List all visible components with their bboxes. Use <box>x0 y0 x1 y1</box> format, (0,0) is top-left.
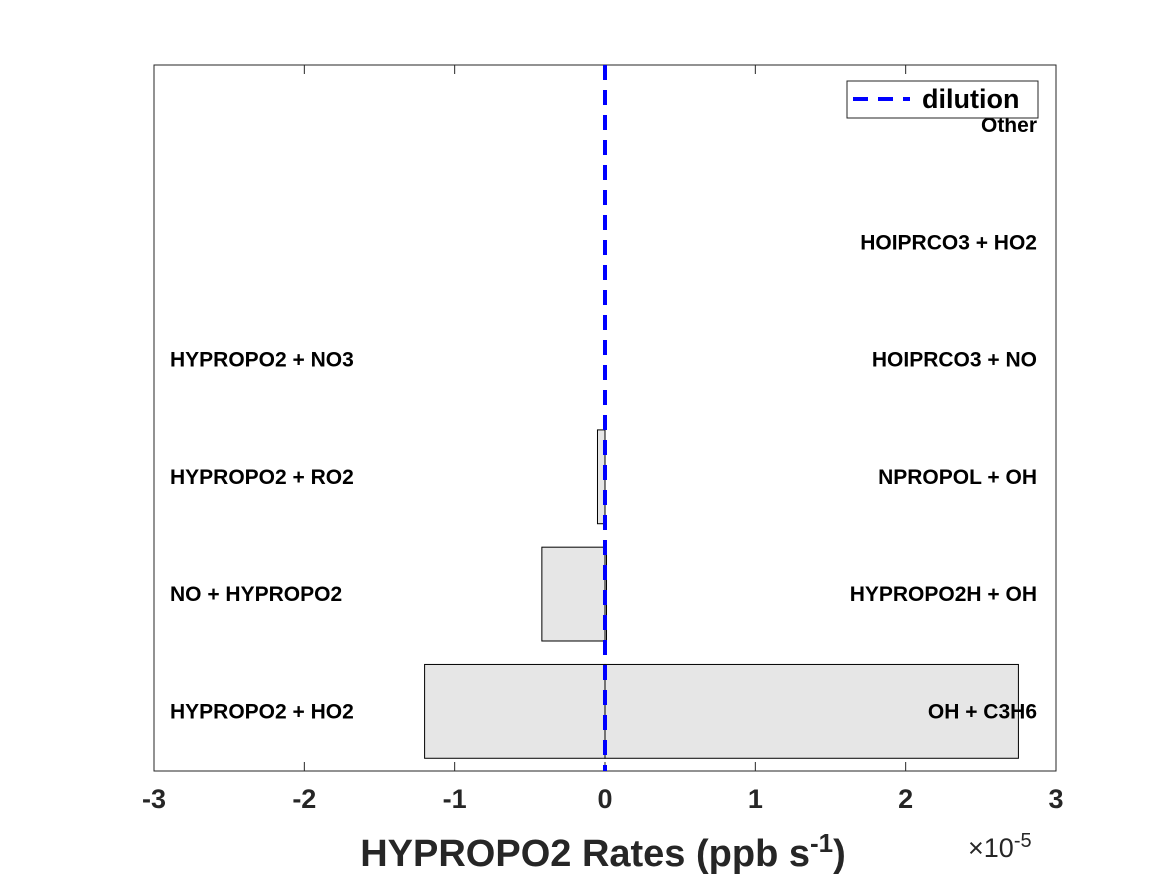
bar-label-positive: NPROPOL + OH <box>878 466 1037 489</box>
bars-group <box>424 429 1019 759</box>
bar-label-positive: Other <box>981 114 1037 137</box>
x-tick-label: 0 <box>597 784 612 814</box>
x-axis-title-close: ) <box>833 833 846 875</box>
x-ticks-group: -3 -2 -1 0 1 2 3 <box>142 65 1064 814</box>
x-axis-scale-label: ×10-5 <box>968 830 1032 863</box>
bar-negative <box>541 546 606 642</box>
x-axis-title: HYPROPO2 Rates (ppb s-1) <box>360 828 846 875</box>
legend: dilution <box>846 80 1039 119</box>
bar-label-positive: HYPROPO2H + OH <box>850 583 1037 606</box>
x-axis-scale-exponent: -5 <box>1014 830 1032 852</box>
x-tick-label: -1 <box>443 784 467 814</box>
x-axis-title-exponent: -1 <box>810 828 833 858</box>
bar-label-negative: NO + HYPROPO2 <box>170 583 342 606</box>
bar-label-positive: OH + C3H6 <box>928 700 1037 723</box>
x-tick-label: -3 <box>142 784 166 814</box>
bar-label-negative: HYPROPO2 + RO2 <box>170 466 354 489</box>
x-axis-scale-prefix: ×10 <box>968 833 1014 863</box>
bar-label-positive: HOIPRCO3 + NO <box>872 349 1037 372</box>
bar-labels-group: HYPROPO2 + HO2 OH + C3H6 NO + HYPROPO2 HYPR… <box>170 114 1037 723</box>
legend-entry-dilution: dilution <box>922 84 1019 114</box>
x-axis-title-main: HYPROPO2 Rates (ppb s <box>360 833 810 875</box>
x-tick-label: 1 <box>748 784 763 814</box>
bar-label-negative: HYPROPO2 + HO2 <box>170 700 354 723</box>
bar-label-negative: HYPROPO2 + NO3 <box>170 349 354 372</box>
bar-positive <box>604 663 1019 759</box>
x-tick-label: 3 <box>1048 784 1063 814</box>
x-tick-label: -2 <box>292 784 316 814</box>
bar-label-positive: HOIPRCO3 + HO2 <box>860 231 1037 254</box>
bar-negative <box>424 663 606 759</box>
x-tick-label: 2 <box>898 784 913 814</box>
